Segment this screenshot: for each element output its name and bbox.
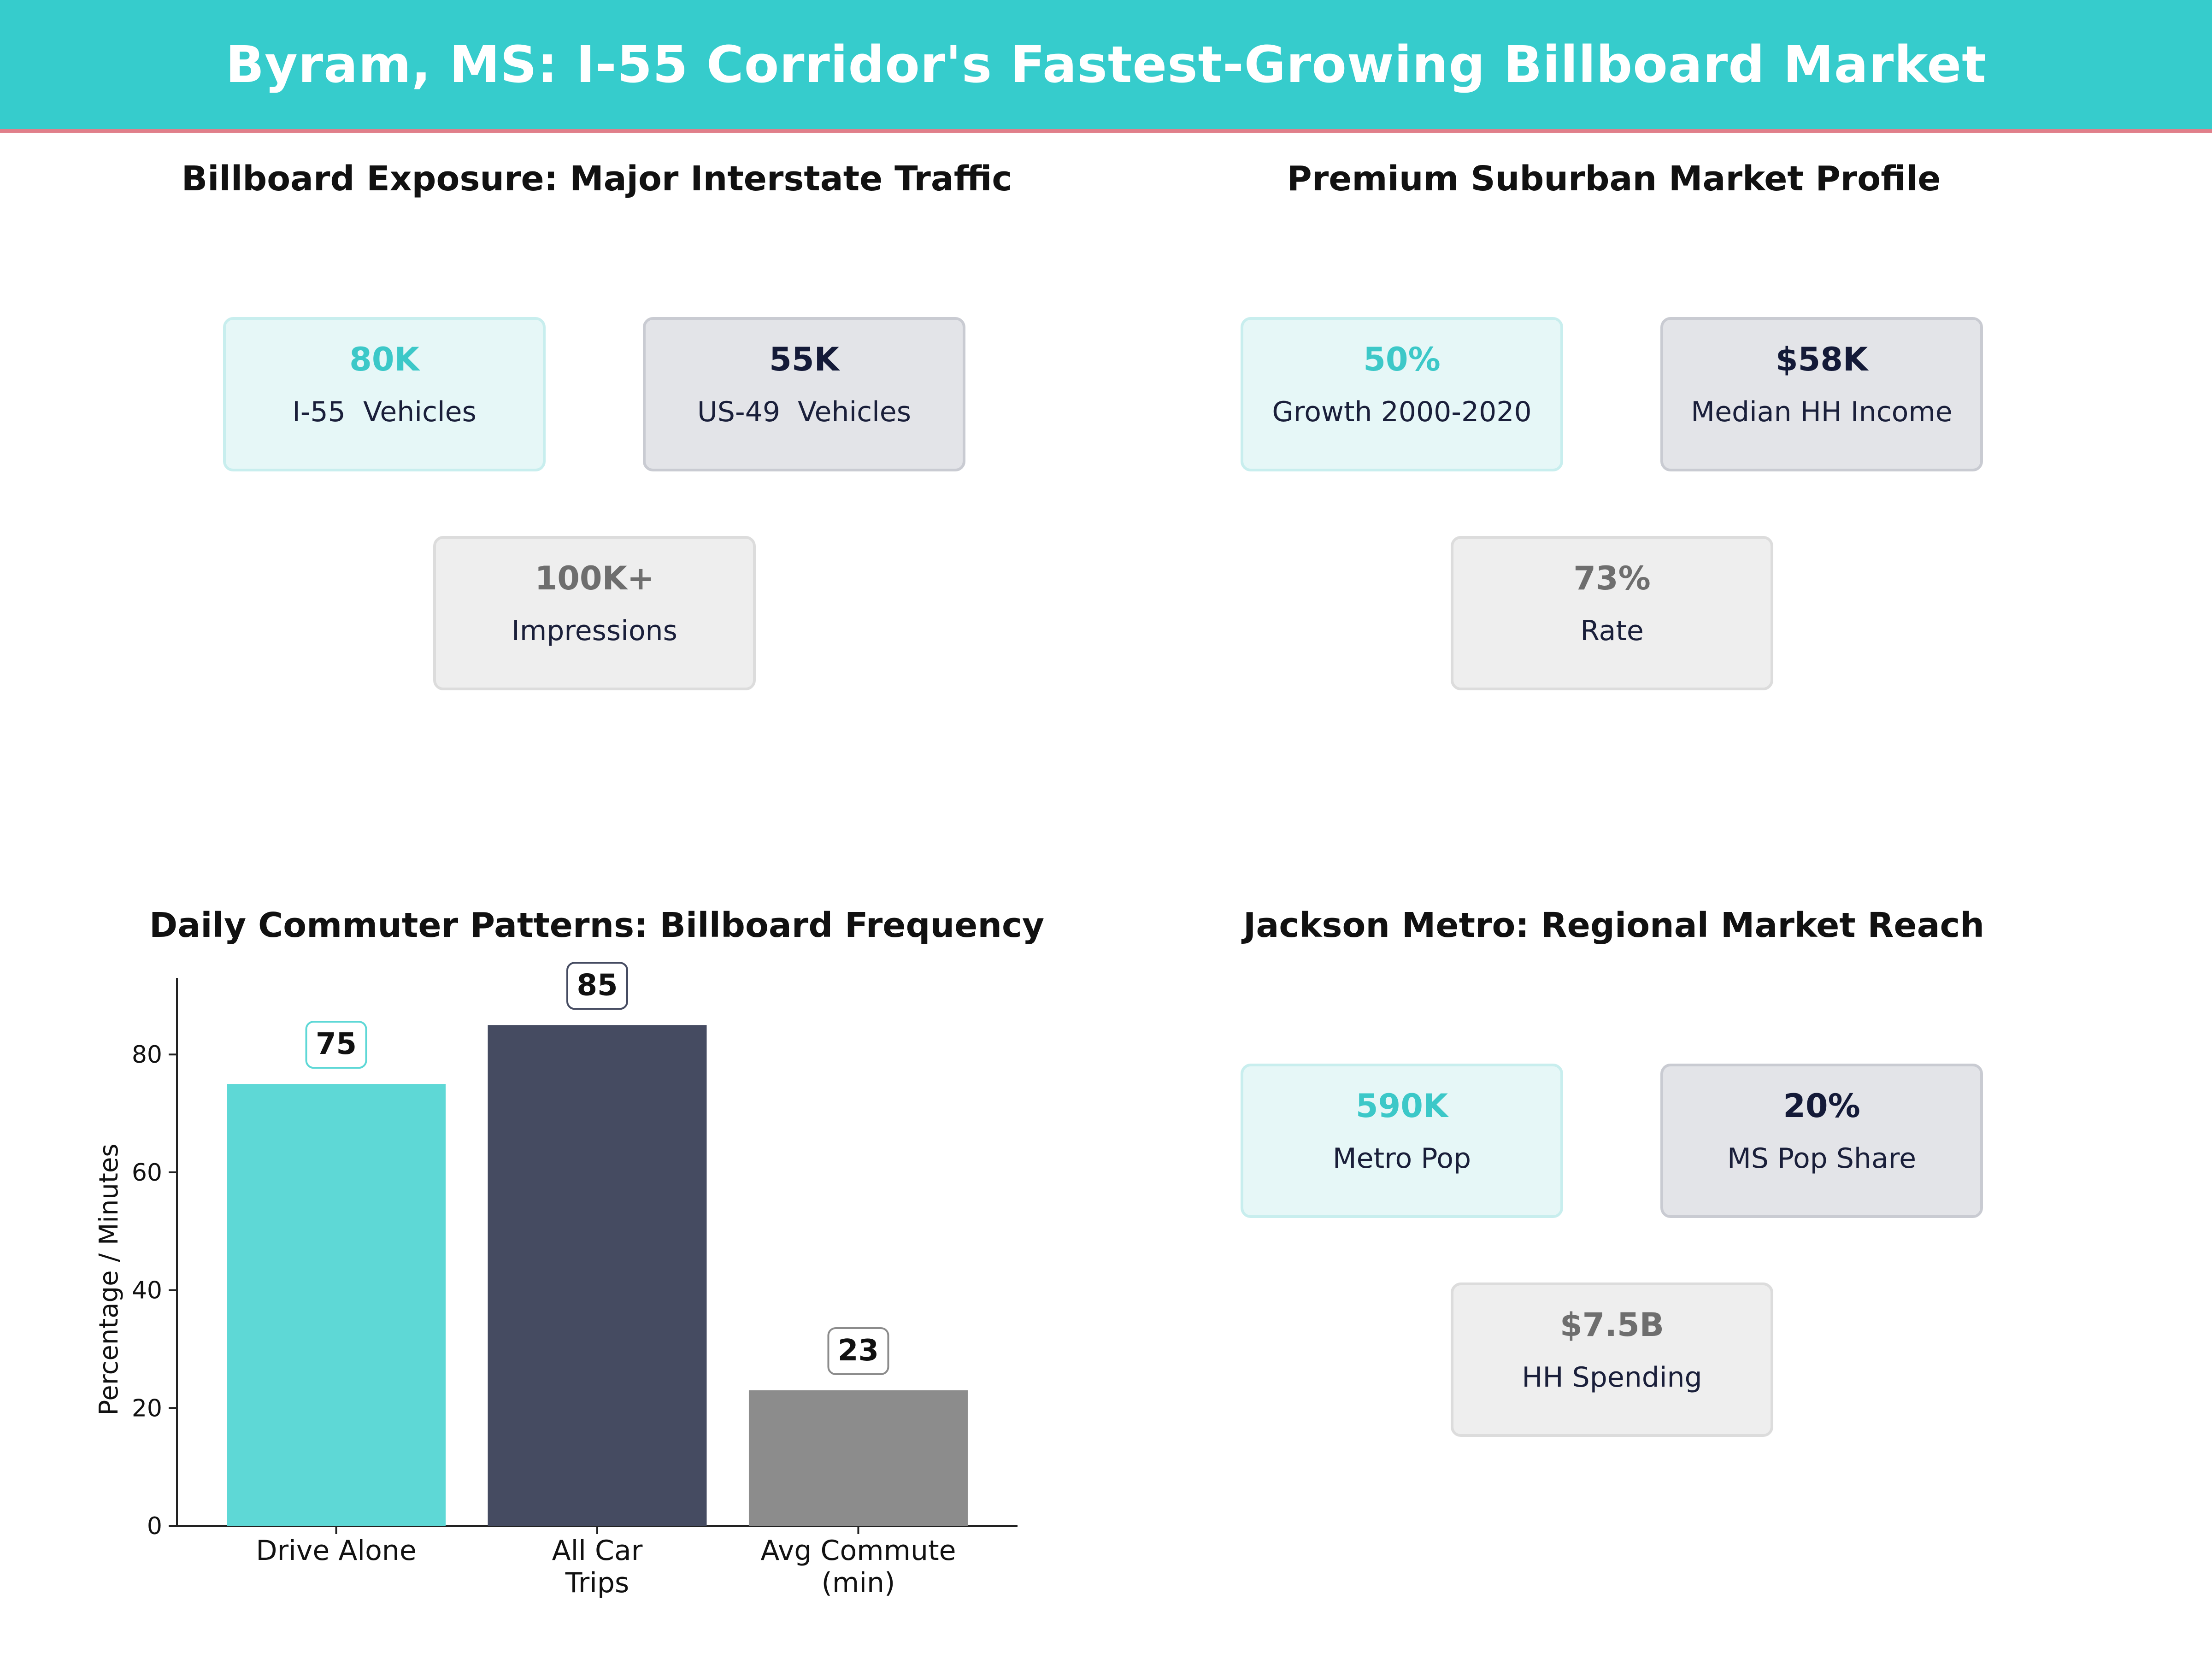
x-tick-label: Avg Commute (min) (760, 1535, 956, 1599)
metric-label: MS Pop Share (1727, 1142, 1916, 1175)
x-tick-label: Drive Alone (256, 1535, 416, 1567)
y-axis-label: Percentage / Minutes (94, 1144, 124, 1416)
metric-card-growth: 50% Growth 2000-2020 (1241, 317, 1563, 471)
metric-value: 80K (349, 341, 419, 378)
metric-label: Impressions (512, 615, 677, 647)
metric-value: 73% (1573, 559, 1651, 597)
bar (748, 1390, 968, 1526)
bar (227, 1084, 446, 1526)
data-label: 75 (316, 1027, 357, 1061)
panel-title-market-profile: Premium Suburban Market Profile (1287, 159, 1941, 199)
data-label-box (827, 1327, 889, 1375)
metric-value: 100K+ (535, 559, 654, 597)
metric-label: Median HH Income (1691, 396, 1953, 428)
metric-card-i55: 80K I-55 Vehicles (223, 317, 546, 471)
metric-label: Rate (1580, 615, 1644, 647)
y-tick-label: 60 (132, 1159, 162, 1187)
metric-label: Growth 2000-2020 (1272, 396, 1532, 428)
metric-card-pop-share: 20% MS Pop Share (1660, 1064, 1983, 1218)
data-label-box (305, 1021, 367, 1069)
x-tick-label: All Car Trips (552, 1535, 643, 1599)
y-tick-label: 20 (132, 1394, 162, 1422)
metric-value: $7.5B (1559, 1306, 1665, 1344)
panel-title-traffic: Billboard Exposure: Major Interstate Tra… (181, 159, 1012, 199)
metric-card-hh-spending: $7.5B HH Spending (1451, 1282, 1773, 1437)
y-tick-label: 40 (132, 1277, 162, 1305)
y-tick-label: 80 (132, 1041, 162, 1069)
metric-value: 55K (769, 341, 839, 378)
y-tick-label: 0 (147, 1512, 162, 1540)
metric-label: Metro Pop (1332, 1142, 1471, 1175)
dashboard-title: Byram, MS: I-55 Corridor's Fastest-Growi… (225, 35, 1987, 94)
metric-card-rate: 73% Rate (1451, 536, 1773, 690)
data-label-box (566, 962, 628, 1010)
metric-value: 590K (1355, 1087, 1448, 1125)
metric-label: HH Spending (1522, 1361, 1702, 1394)
metric-label: US-49 Vehicles (697, 396, 911, 428)
panel-title-commuter: Daily Commuter Patterns: Billboard Frequ… (149, 906, 1045, 945)
bar (488, 1025, 707, 1526)
metric-card-us49: 55K US-49 Vehicles (643, 317, 965, 471)
metric-label: I-55 Vehicles (292, 396, 477, 428)
panel-title-metro-reach: Jackson Metro: Regional Market Reach (1243, 906, 1985, 945)
data-label: 85 (577, 968, 618, 1002)
metric-value: 20% (1783, 1087, 1860, 1125)
metric-value: 50% (1363, 341, 1441, 378)
metric-card-metro-pop: 590K Metro Pop (1241, 1064, 1563, 1218)
data-label: 23 (838, 1334, 879, 1368)
metric-card-impressions: 100K+ Impressions (433, 536, 756, 690)
metric-value: $58K (1775, 341, 1868, 378)
metric-card-income: $58K Median HH Income (1660, 317, 1983, 471)
dashboard-header: Byram, MS: I-55 Corridor's Fastest-Growi… (0, 0, 2212, 133)
